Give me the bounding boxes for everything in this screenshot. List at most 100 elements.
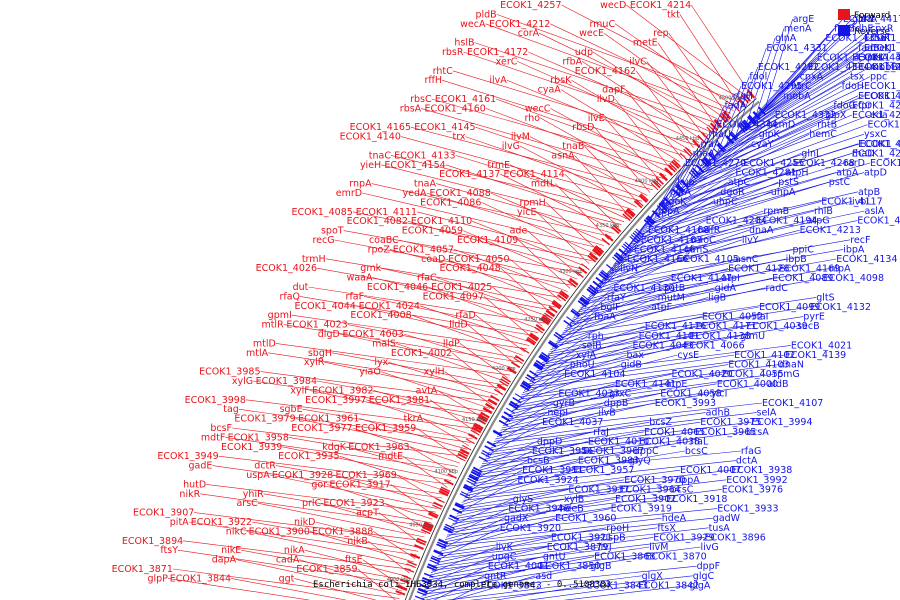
forward-gene-label: xylR [304, 357, 325, 368]
reverse-gene-label: ECOK1_4405 [858, 62, 900, 73]
forward-gene-block [501, 376, 511, 383]
forward-leader-line [564, 173, 620, 228]
reverse-leader-line [467, 460, 528, 492]
reverse-gene-label: ECOK1_3842 [638, 580, 699, 591]
forward-gene-label: dapA [212, 555, 237, 566]
reverse-leader-line [581, 258, 628, 307]
reverse-leader-line [469, 575, 693, 600]
forward-gene-label: waaA [347, 273, 373, 284]
reverse-leader-line [711, 76, 871, 159]
reverse-leader-line [501, 393, 661, 429]
forward-leader-line [509, 258, 561, 302]
reverse-gene-label: ECOK1_4039 [746, 321, 807, 332]
reverse-gene-label: atpA [836, 168, 859, 179]
forward-leader-line [308, 286, 545, 324]
reverse-gene-label: cyaY [751, 139, 774, 150]
reverse-leader-line [629, 191, 671, 247]
reverse-gene-label: aslA [865, 206, 885, 217]
forward-gene-label: sgbE [280, 404, 303, 415]
reverse-leader-line [478, 441, 588, 471]
forward-gene-label: ECOK1_4165 [350, 122, 411, 133]
forward-leader-line [431, 98, 675, 168]
reverse-leader-line [594, 239, 742, 290]
forward-gene-label: nikD [294, 517, 315, 528]
forward-gene-label: asnA [551, 150, 575, 161]
forward-leader-line [550, 23, 734, 111]
forward-gene-label: rfaC [417, 273, 437, 284]
reverse-leader-line [526, 354, 735, 387]
reverse-leader-line [707, 86, 742, 162]
forward-leader-line [331, 352, 505, 386]
forward-gene-block [407, 560, 418, 566]
reverse-gene-label: ECOK1_4255 [743, 158, 804, 169]
reverse-leader-line [425, 556, 543, 588]
forward-gene-block [397, 584, 408, 591]
forward-gene-label: bcsF [210, 423, 232, 434]
reverse-gene-label: ECOK1_4267 [852, 100, 900, 111]
reverse-leader-line [743, 37, 826, 129]
reverse-leader-line [452, 489, 722, 524]
forward-gene-label: ECOK1_4172 [467, 47, 528, 58]
reverse-gene-label: gidB [621, 360, 642, 371]
kbp-tick-label: 4200 kbp [492, 366, 516, 372]
reverse-gene-block [462, 485, 473, 493]
reverse-leader-line [754, 28, 785, 119]
reverse-leader-line [680, 124, 717, 190]
forward-leader-line [325, 258, 564, 299]
reverse-gene-block [437, 541, 447, 547]
reverse-gene-label: ilvB [598, 408, 615, 419]
reverse-leader-line [550, 306, 652, 351]
forward-gene-label: ECOK1_3939 [221, 442, 282, 453]
forward-gene-label: lldP [443, 338, 460, 349]
forward-gene-label: ECOK1_3923 [323, 498, 384, 509]
reverse-legend-label: Reverse [854, 27, 891, 37]
forward-leader-line [396, 474, 441, 502]
reverse-gene-block [538, 355, 549, 363]
reverse-gene-label: ECOK1_3956 [532, 446, 593, 457]
reverse-gene-label: ppiC [793, 244, 815, 255]
reverse-gene-label: fpr [858, 100, 871, 111]
reverse-gene-label: ECOK1_4270 [685, 158, 746, 169]
reverse-leader-line [596, 239, 642, 286]
reverse-gene-label: ECOK1_4021 [791, 340, 852, 351]
reverse-leader-line [563, 585, 690, 600]
reverse-gene-label: ECOK1_4141 [615, 379, 676, 390]
reverse-gene-label: tsx [850, 72, 865, 83]
forward-leader-line [167, 578, 311, 600]
reverse-gene-label: yicI [711, 388, 727, 399]
reverse-gene-label: livG [701, 542, 719, 553]
forward-gene-label: ECOK1_4111 [356, 207, 417, 218]
reverse-leader-line [580, 258, 678, 309]
reverse-gene-block [467, 477, 477, 484]
reverse-gene-block [431, 555, 441, 561]
forward-gene-label: glpP [147, 573, 168, 584]
reverse-leader-line [513, 373, 723, 409]
reverse-gene-label: hemD [767, 120, 795, 131]
reverse-leader-line [539, 325, 798, 368]
forward-gene-label: rffH [424, 75, 442, 86]
forward-leader-line [316, 267, 554, 311]
reverse-gene-label: selA [757, 408, 777, 419]
forward-leader-line [416, 427, 462, 460]
reverse-gene-label: bcsC [671, 484, 694, 495]
forward-gene-label: yedA [403, 188, 427, 199]
reverse-leader-line [430, 546, 496, 573]
forward-gene-block [672, 159, 681, 168]
reverse-leader-line [481, 431, 696, 465]
forward-leader-line [333, 474, 440, 506]
forward-leader-line [657, 42, 717, 127]
forward-gene-label: ECOK1_4109 [457, 235, 518, 246]
reverse-gene-label: rfaH [733, 91, 753, 102]
reverse-leader-line [426, 556, 492, 585]
forward-gene-label: ECOK1_4140 [340, 132, 401, 143]
reverse-gene-block [482, 449, 492, 456]
reverse-leader-line [589, 249, 635, 297]
reverse-gene-label: ECOK1_3992 [726, 475, 787, 486]
reverse-gene-label: ECOK1_4263 [858, 91, 900, 102]
reverse-leader-line [632, 181, 829, 243]
reverse-gene-block [688, 171, 697, 180]
reverse-gene-block [563, 319, 573, 327]
reverse-leader-line [547, 316, 753, 355]
forward-gene-block [423, 521, 434, 528]
forward-gene-block [633, 200, 643, 209]
